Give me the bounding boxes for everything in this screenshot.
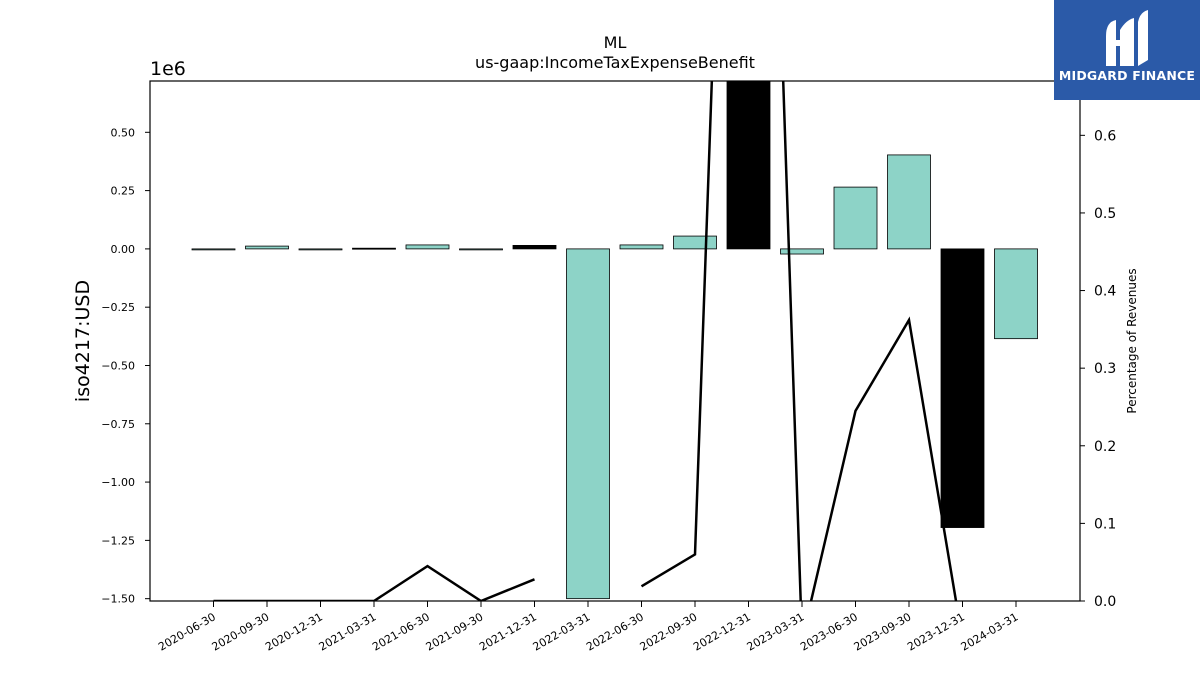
- x-tick-label: 2022-12-31: [691, 610, 753, 653]
- y2-tick-label: 0.2: [1094, 439, 1116, 455]
- x-tick-label: 2023-12-31: [905, 610, 967, 653]
- x-tick-label: 2023-03-31: [745, 610, 807, 653]
- y2-tick-label: 0.6: [1094, 128, 1116, 144]
- x-tick-label: 2021-06-30: [370, 610, 432, 653]
- x-tick-label: 2023-09-30: [852, 610, 914, 653]
- y-axis-label: iso4217:USD: [72, 280, 94, 402]
- x-tick-label: 2021-09-30: [424, 610, 486, 653]
- bar-2023-12-31: [940, 248, 985, 528]
- bar-2021-12-31: [512, 244, 557, 250]
- x-tick-label: 2022-06-30: [584, 610, 646, 653]
- y-tick-label: 0.25: [111, 185, 136, 198]
- plot-frame: [149, 80, 1081, 602]
- x-tick-label: 2022-03-31: [531, 610, 593, 653]
- logo: MIDGARD FINANCE: [1054, 0, 1200, 100]
- x-tick-label: 2022-09-30: [638, 610, 700, 653]
- bar-2022-03-31: [566, 248, 610, 600]
- bar-2021-03-31: [352, 247, 396, 250]
- y-tick-label: −0.50: [101, 359, 135, 372]
- y2-tick-label: 0.5: [1094, 206, 1116, 222]
- bar-2021-06-30: [405, 244, 450, 250]
- ratio-line-segment-1: [640, 81, 958, 601]
- chart-title: ML: [604, 33, 627, 52]
- bar-2023-06-30: [833, 186, 878, 250]
- bar-2024-03-31: [994, 248, 1038, 340]
- x-tick-label: 2021-12-31: [477, 610, 539, 653]
- y-tick-label: −1.00: [101, 476, 135, 489]
- y2-tick-label: 0.4: [1094, 284, 1116, 300]
- x-tick-label: 2020-09-30: [210, 610, 272, 653]
- midgard-mark-icon: [1106, 10, 1148, 66]
- x-tick-label: 2024-03-31: [959, 610, 1021, 653]
- chart-subtitle: us-gaap:IncomeTaxExpenseBenefit: [475, 53, 755, 72]
- bar-2022-06-30: [619, 244, 664, 250]
- bar-2022-12-31: [726, 81, 771, 250]
- bar-2020-09-30: [245, 245, 289, 250]
- logo-text: MIDGARD FINANCE: [1058, 68, 1196, 83]
- y-tick-label: −1.50: [101, 593, 135, 606]
- bar-2023-09-30: [887, 154, 931, 250]
- x-tick-label: 2020-12-31: [263, 610, 325, 653]
- x-tick-label: 2020-06-30: [156, 610, 218, 653]
- y-offset-label: 1e6: [150, 58, 186, 80]
- y-tick-label: −0.75: [101, 418, 135, 431]
- y-tick-label: −0.25: [101, 301, 135, 314]
- y2-tick-label: 0.3: [1094, 361, 1116, 377]
- bar-2022-09-30: [673, 235, 717, 250]
- x-tick-label: 2021-03-31: [317, 610, 379, 653]
- y2-axis-label: Percentage of Revenues: [1125, 268, 1139, 413]
- y-tick-label: 0.00: [111, 243, 136, 256]
- bar-2023-03-31: [780, 248, 824, 255]
- x-tick-label: 2023-06-30: [798, 610, 860, 653]
- bar-2021-09-30: [459, 248, 503, 251]
- bar-2020-06-30: [191, 248, 236, 251]
- y-tick-label: −1.25: [101, 534, 135, 547]
- y2-tick-label: 0.1: [1094, 516, 1116, 532]
- bar-2020-12-31: [298, 248, 343, 251]
- y-tick-label: 0.50: [111, 126, 136, 139]
- y2-tick-label: 0.0: [1094, 594, 1116, 610]
- ratio-line-segment-0: [213, 564, 535, 601]
